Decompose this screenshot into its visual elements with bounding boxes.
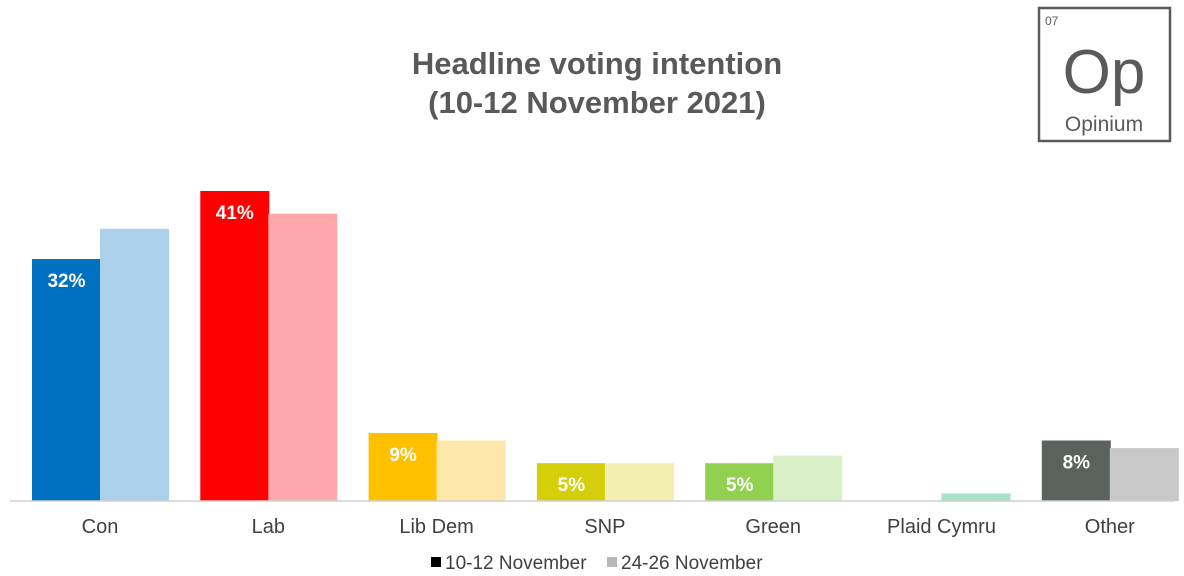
bar-green-series-2	[773, 455, 843, 501]
bar-other-series-1	[1041, 440, 1111, 501]
category-label-lab: Lab	[252, 516, 285, 538]
value-label-snp: 5%	[558, 475, 586, 496]
bar-green-series-1	[705, 463, 775, 501]
logo-frame	[1037, 6, 1172, 143]
category-label-con: Con	[82, 516, 119, 538]
bars-group: 32% 41% 9% 5% 5% 8%	[32, 191, 1179, 501]
bar-con-series-1	[32, 259, 101, 501]
category-label-green: Green	[745, 516, 801, 538]
category-label-lib-dem: Lib Dem	[399, 516, 473, 538]
opinium-logo: 07 Op Opinium	[1037, 6, 1172, 143]
bar-other-series-2	[1109, 448, 1179, 501]
chart-title: Headline voting intention	[412, 46, 782, 81]
bar-lab-series-2	[268, 213, 338, 501]
value-label-green: 5%	[726, 475, 754, 496]
bar-con-series-2	[100, 228, 169, 501]
bar-plaid-cymru-series-2	[941, 493, 1011, 501]
legend-label-2: 24-26 November	[621, 553, 763, 574]
logo-number: 07	[1045, 14, 1059, 28]
chart-subtitle: (10-12 November 2021)	[428, 85, 766, 120]
bar-lab-series-1	[200, 191, 270, 501]
legend: 10-12 November 24-26 November	[431, 553, 763, 574]
bar-snp-series-2	[604, 463, 674, 501]
legend-swatch-2	[607, 557, 617, 567]
value-label-lab: 41%	[216, 203, 254, 224]
logo-name: Opinium	[1065, 113, 1143, 136]
category-label-plaid-cymru: Plaid Cymru	[887, 516, 996, 538]
category-label-snp: SNP	[584, 516, 625, 538]
bar-lib-dem-series-2	[436, 440, 506, 501]
bar-lib-dem-series-1	[368, 432, 438, 501]
value-label-con: 32%	[47, 271, 85, 292]
legend-label-1: 10-12 November	[445, 553, 587, 574]
bar-snp-series-1	[536, 463, 606, 501]
category-label-other: Other	[1085, 516, 1135, 538]
value-label-lib-dem: 9%	[389, 445, 417, 466]
value-label-other: 8%	[1063, 453, 1091, 474]
category-labels: Con Lab Lib Dem SNP Green Plaid Cymru Other	[82, 516, 1135, 538]
legend-swatch-1	[431, 557, 441, 567]
logo-symbol: Op	[1063, 38, 1146, 107]
